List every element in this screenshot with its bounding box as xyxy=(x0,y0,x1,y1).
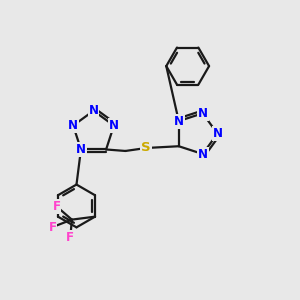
Text: F: F xyxy=(66,231,74,244)
Text: S: S xyxy=(141,142,151,154)
Text: N: N xyxy=(212,127,223,140)
Text: N: N xyxy=(88,104,98,117)
Text: F: F xyxy=(52,200,60,213)
Text: N: N xyxy=(174,115,184,128)
Text: N: N xyxy=(76,143,86,156)
Text: N: N xyxy=(198,148,208,160)
Text: N: N xyxy=(198,107,208,120)
Text: N: N xyxy=(68,119,78,132)
Text: N: N xyxy=(109,119,119,132)
Text: F: F xyxy=(49,220,56,234)
